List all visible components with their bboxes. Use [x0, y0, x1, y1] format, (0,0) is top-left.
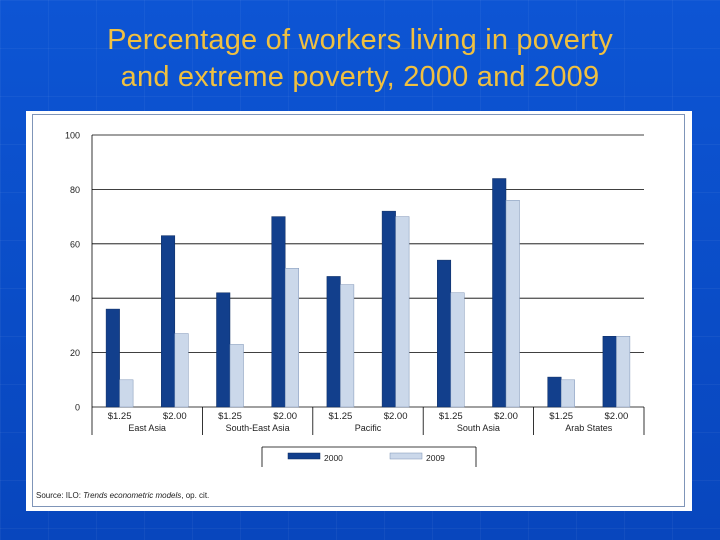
legend-label-2000: 2000	[324, 453, 343, 463]
bar-2000	[326, 276, 341, 408]
y-tick-label: 20	[70, 348, 80, 358]
slide-title-line-2: and extreme poverty, 2000 and 2009	[120, 61, 600, 93]
y-tick-label: 80	[70, 185, 80, 195]
source-note: Source: ILO: Trends econometric models, …	[36, 491, 209, 500]
y-tick-label: 0	[75, 403, 80, 413]
bar-2009	[284, 268, 299, 408]
y-tick-label: 100	[65, 131, 80, 141]
bar-2009	[395, 216, 410, 408]
x-tick-label: $1.25	[329, 411, 353, 422]
bar-2000	[381, 210, 396, 408]
slide-title-line-1: Percentage of workers living in poverty	[107, 24, 613, 56]
bar-2000	[271, 216, 286, 408]
y-tick-label: 60	[70, 239, 80, 249]
bar-2009	[174, 333, 189, 408]
legend-swatch-2000	[287, 452, 321, 460]
bar-2000	[437, 259, 452, 408]
group-label: Arab States	[565, 423, 613, 433]
x-tick-label: $2.00	[384, 411, 408, 422]
source-italic: Trends econometric models	[83, 491, 182, 500]
group-label: East Asia	[128, 423, 166, 433]
bar-2009	[560, 379, 575, 408]
bar-2009	[505, 200, 520, 408]
bar-2009	[229, 344, 244, 408]
bar-2009	[616, 336, 631, 408]
x-tick-label: $1.25	[549, 411, 573, 422]
source-prefix: Source: ILO:	[36, 491, 84, 500]
chart-panel: 0 20 40 60 80 100 $1.25 $2.00 East Asia $1.25 $2.0…	[26, 111, 692, 511]
x-tick-label: $2.00	[494, 411, 518, 422]
bar-2009	[119, 379, 134, 408]
bar-2000	[492, 178, 507, 408]
bar-2009	[340, 284, 355, 408]
x-tick-label: $2.00	[605, 411, 629, 422]
slide-title: Percentage of workers living in poverty …	[0, 22, 720, 96]
bar-2000	[161, 235, 176, 408]
x-tick-label: $2.00	[163, 411, 187, 422]
group-label: South-East Asia	[226, 423, 290, 433]
y-tick-label: 40	[70, 294, 80, 304]
x-tick-label: $2.00	[273, 411, 297, 422]
x-tick-label: $1.25	[108, 411, 132, 422]
x-tick-label: $1.25	[439, 411, 463, 422]
bar-2000	[105, 308, 120, 408]
bar-2000	[602, 336, 617, 408]
x-tick-label: $1.25	[218, 411, 242, 422]
legend-label-2009: 2009	[426, 453, 445, 463]
source-suffix: , op. cit.	[181, 491, 210, 500]
bar-2000	[547, 376, 562, 408]
bar-2009	[450, 292, 465, 408]
group-label: Pacific	[355, 423, 382, 433]
bar-2000	[216, 292, 231, 408]
legend-swatch-2009	[389, 452, 423, 460]
panel-frame	[32, 114, 685, 507]
group-label: South Asia	[457, 423, 500, 433]
